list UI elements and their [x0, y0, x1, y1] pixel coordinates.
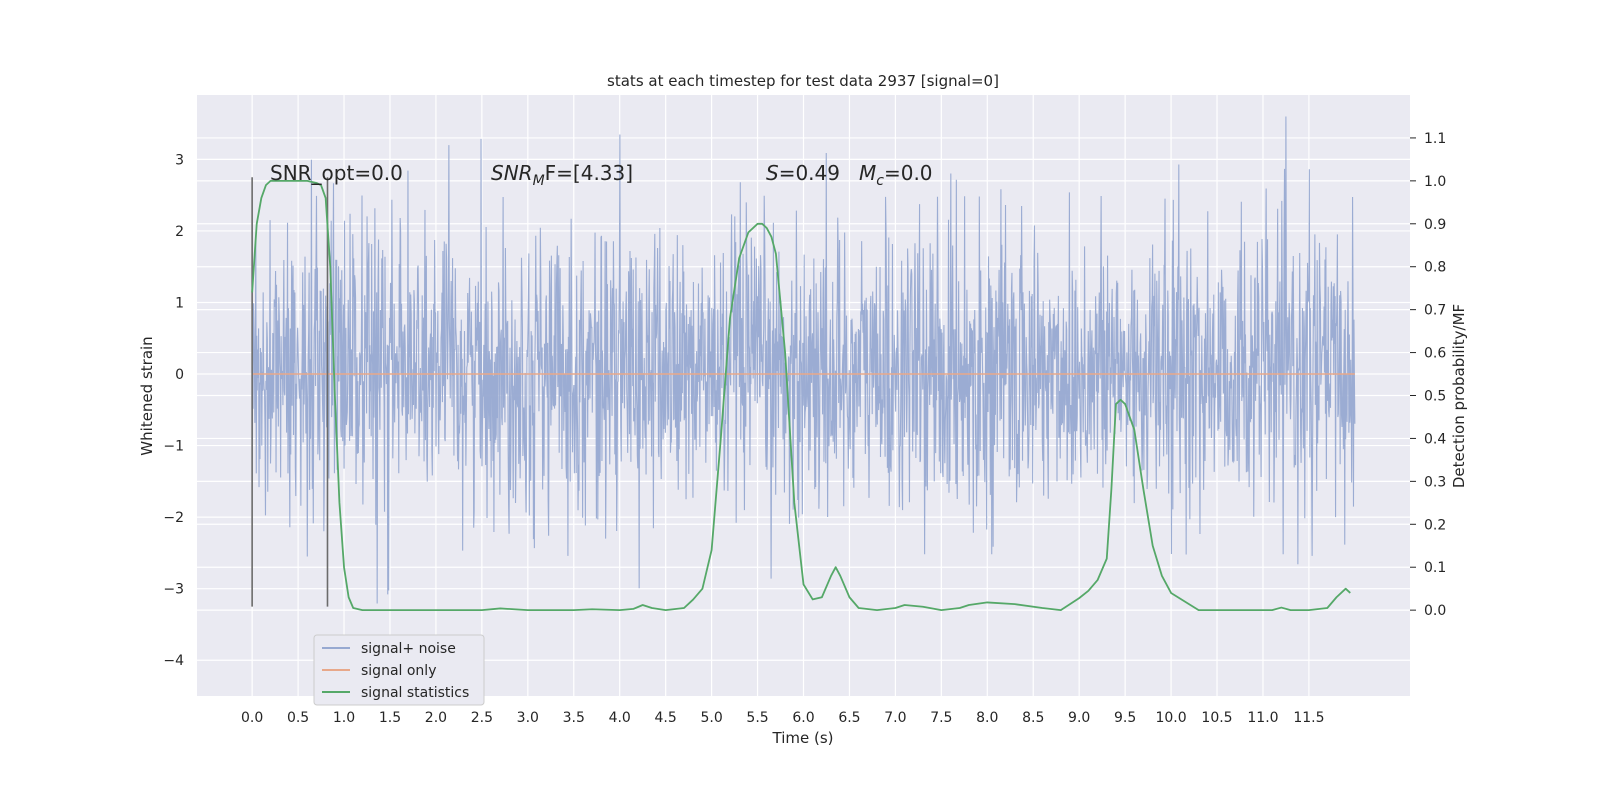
x-tick-label: 1.5: [379, 710, 401, 726]
annotation-s-prefix: S: [766, 161, 779, 185]
x-tick-label: 4.5: [655, 710, 677, 726]
y-right-tick-label: 0.9: [1424, 217, 1446, 233]
x-tick-label: 5.5: [746, 710, 768, 726]
x-tick-label: 3.5: [563, 710, 585, 726]
annotation-snr-mf-suffix: F=[4.33]: [545, 161, 633, 185]
x-tick-label: 9.0: [1068, 710, 1090, 726]
y-right-tick-label: 0.4: [1424, 431, 1446, 447]
x-tick-label: 0.0: [241, 710, 263, 726]
x-tick-label: 4.0: [609, 710, 631, 726]
x-tick-label: 7.5: [930, 710, 952, 726]
y-right-tick-label: 0.1: [1424, 560, 1446, 576]
chart-title: stats at each timestep for test data 293…: [607, 72, 999, 90]
legend-label-signal-only: signal only: [361, 663, 436, 679]
x-tick-label: 8.0: [976, 710, 998, 726]
y-left-tick-label: −1: [163, 439, 184, 455]
y-right-axis-label: Detection probability/MF: [1450, 304, 1468, 488]
legend-label-signal-noise: signal+ noise: [361, 641, 456, 657]
signal-noise-series: [251, 116, 1356, 604]
x-tick-label: 6.0: [792, 710, 814, 726]
x-tick-label: 10.5: [1201, 710, 1232, 726]
annotation-mc-suffix: =0.0: [884, 161, 933, 185]
signal-statistics-line: [251, 179, 1351, 612]
y-right-axis-ticks: 1.1 1.0 0.9 0.8 0.7 0.6 0.5 0.4 0.3 0.2 0.1 0.0: [1410, 131, 1446, 619]
y-right-tick-label: 0.8: [1424, 260, 1446, 276]
x-tick-label: 8.5: [1022, 710, 1044, 726]
x-tick-label: 10.0: [1155, 710, 1186, 726]
annotation-mc-prefix: M: [859, 161, 876, 185]
x-tick-label: 2.5: [471, 710, 493, 726]
y-right-tick-label: 0.3: [1424, 474, 1446, 490]
legend: signal+ noise signal only signal statist…: [313, 634, 485, 706]
annotation-mc-sub: c: [876, 173, 884, 189]
x-tick-label: 6.5: [838, 710, 860, 726]
y-left-tick-label: −4: [163, 653, 184, 669]
y-left-tick-label: 1: [175, 295, 184, 311]
y-right-tick-label: 0.6: [1424, 346, 1446, 362]
y-left-tick-label: 0: [175, 367, 184, 383]
x-tick-label: 2.0: [425, 710, 447, 726]
x-tick-label: 0.5: [287, 710, 309, 726]
y-left-tick-label: 3: [175, 152, 184, 168]
x-axis-ticks: 0.0 0.5 1.0 1.5 2.0 2.5 3.0 3.5 4.0 4.5 5.0 5.5 6.0 6…: [241, 710, 1324, 726]
x-tick-label: 3.0: [517, 710, 539, 726]
x-tick-label: 9.5: [1114, 710, 1136, 726]
y-right-tick-label: 0.2: [1424, 517, 1446, 533]
annotation-snr-opt: SNR_opt=0.0: [270, 161, 403, 185]
y-right-tick-label: 0.7: [1424, 303, 1446, 319]
legend-box: [313, 634, 485, 706]
x-tick-label: 5.0: [700, 710, 722, 726]
x-axis-label: Time (s): [772, 729, 834, 747]
annotation-s-suffix: =0.49: [779, 161, 840, 185]
signal-noise-line: [251, 116, 1356, 604]
annotation-s: S=0.49: [766, 161, 840, 185]
legend-label-signal-statistics: signal statistics: [361, 685, 469, 701]
y-right-tick-label: 0.5: [1424, 389, 1446, 405]
y-left-axis-label: Whitened strain: [138, 336, 156, 455]
y-right-tick-label: 0.0: [1424, 603, 1446, 619]
x-tick-label: 7.0: [884, 710, 906, 726]
vertical-markers: [251, 177, 329, 607]
signal-statistics-series: [251, 179, 1351, 612]
y-right-tick-label: 1.1: [1424, 131, 1446, 147]
annotation-snr-mf-prefix: SNR: [491, 161, 533, 185]
annotation-mc: Mc=0.0: [859, 161, 933, 189]
y-right-tick-label: 1.0: [1424, 174, 1446, 190]
x-tick-label: 11.0: [1247, 710, 1278, 726]
annotation-snr-mf-sub: M: [533, 173, 545, 189]
y-left-tick-label: −2: [163, 510, 184, 526]
y-left-tick-label: −3: [163, 582, 184, 598]
y-left-tick-label: 2: [175, 224, 184, 240]
x-tick-label: 11.5: [1293, 710, 1324, 726]
x-tick-label: 1.0: [333, 710, 355, 726]
annotation-snr-mf: SNRMF=[4.33]: [491, 161, 633, 189]
y-left-axis-ticks: 3 2 1 0 −1 −2 −3 −4: [163, 152, 184, 669]
